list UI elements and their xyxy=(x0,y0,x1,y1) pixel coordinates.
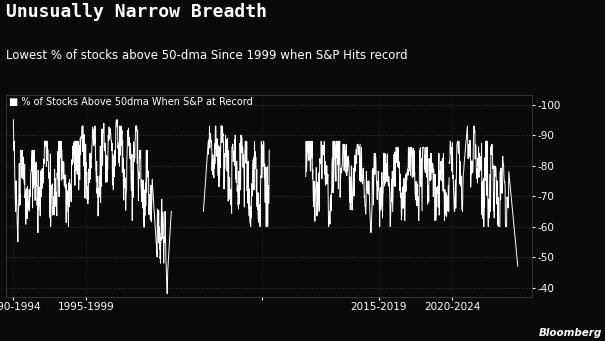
Text: Bloomberg: Bloomberg xyxy=(538,328,602,338)
Text: Unusually Narrow Breadth: Unusually Narrow Breadth xyxy=(6,3,267,21)
Text: ■ % of Stocks Above 50dma When S&P at Record: ■ % of Stocks Above 50dma When S&P at Re… xyxy=(8,98,252,107)
Text: Lowest % of stocks above 50-dma Since 1999 when S&P Hits record: Lowest % of stocks above 50-dma Since 19… xyxy=(6,49,408,62)
